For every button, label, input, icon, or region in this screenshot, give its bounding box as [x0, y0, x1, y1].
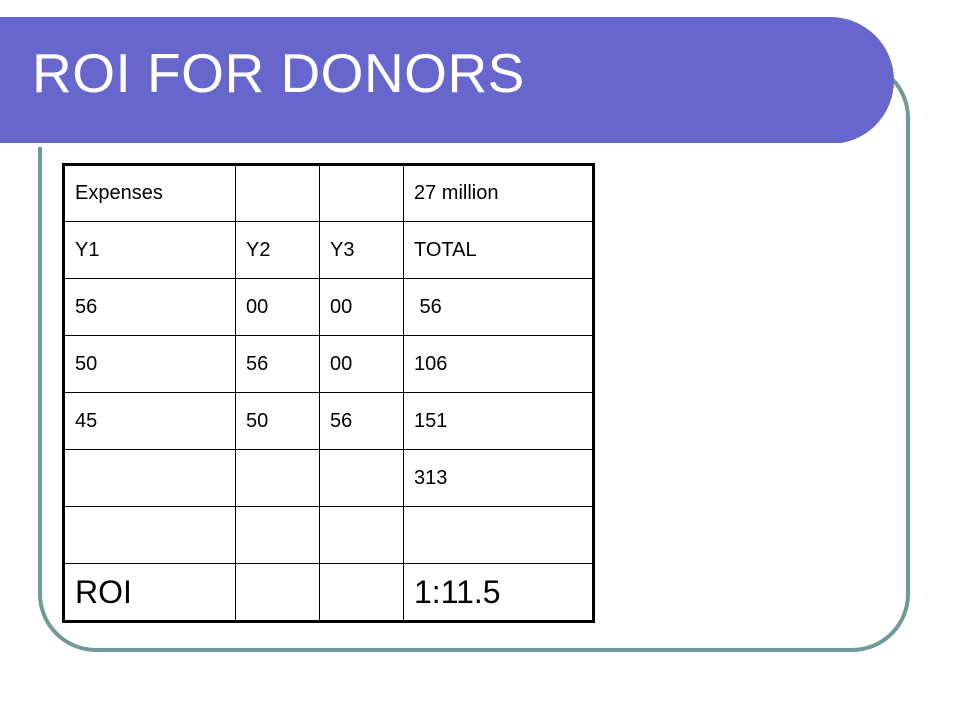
table-cell: 50 [235, 392, 320, 450]
table-cell [235, 563, 320, 622]
table-cell: 313 [403, 449, 594, 507]
table-row: Expenses 27 million [63, 164, 594, 222]
table-cell: 00 [235, 278, 320, 336]
table-row: Y1 Y2 Y3 TOTAL [63, 221, 594, 279]
table-cell: 00 [319, 278, 404, 336]
table-cell: Expenses [63, 164, 236, 222]
table-cell: 45 [63, 392, 236, 450]
table-cell: Y3 [319, 221, 404, 279]
table-row [63, 506, 594, 564]
table-cell [235, 449, 320, 507]
table-cell: Y1 [63, 221, 236, 279]
table-cell: 00 [319, 335, 404, 393]
table-row: 313 [63, 449, 594, 507]
roi-table: Expenses 27 million Y1 Y2 Y3 TOTAL 56 00… [62, 163, 595, 623]
table-cell [235, 506, 320, 564]
table-cell [319, 449, 404, 507]
table-cell: 106 [403, 335, 594, 393]
table-row: 45 50 56 151 [63, 392, 594, 450]
table-row: 50 56 00 106 [63, 335, 594, 393]
table-row-roi: ROI 1:11.5 [63, 563, 594, 622]
roi-value-cell: 1:11.5 [403, 563, 594, 622]
table-cell [319, 506, 404, 564]
table-cell [63, 506, 236, 564]
table-cell: 56 [235, 335, 320, 393]
table-cell [403, 506, 594, 564]
table-cell: 27 million [403, 164, 594, 222]
table-cell: 56 [63, 278, 236, 336]
table-cell: 50 [63, 335, 236, 393]
table-cell [63, 449, 236, 507]
table-cell [319, 164, 404, 222]
title-underline [0, 143, 848, 147]
table-cell [235, 164, 320, 222]
table-cell: Y2 [235, 221, 320, 279]
table-cell [319, 563, 404, 622]
table-cell: 56 [319, 392, 404, 450]
table-cell: 56 [403, 278, 594, 336]
table-row: 56 00 00 56 [63, 278, 594, 336]
title-bar [0, 17, 894, 147]
table-cell: 151 [403, 392, 594, 450]
slide-title: ROI FOR DONORS [32, 42, 525, 104]
roi-label-cell: ROI [63, 563, 236, 622]
table-cell: TOTAL [403, 221, 594, 279]
